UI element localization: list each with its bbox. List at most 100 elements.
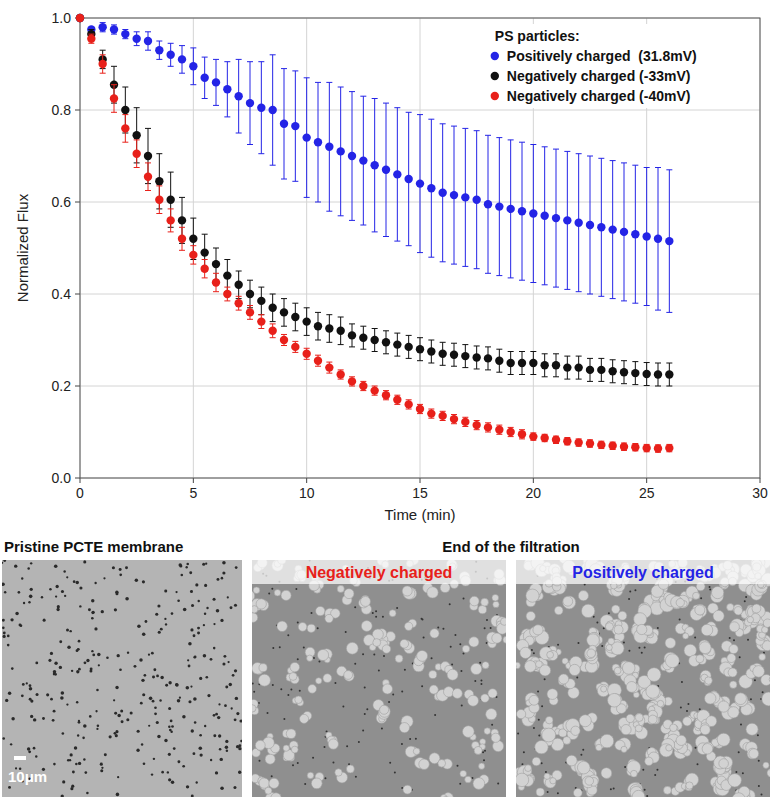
pore (100, 769, 103, 772)
point (404, 175, 412, 183)
pore (459, 643, 461, 645)
pore (268, 593, 270, 595)
pore (225, 745, 228, 748)
point (461, 193, 469, 201)
particle (269, 778, 279, 788)
pore (191, 604, 194, 607)
pore (168, 778, 171, 781)
pore (362, 730, 364, 732)
plot-frame (80, 18, 760, 478)
error-cap (224, 61, 230, 62)
error-cap (440, 420, 446, 421)
pore (11, 667, 14, 670)
point (155, 46, 163, 54)
error-cap (122, 87, 128, 88)
pore (49, 588, 52, 591)
pore (311, 612, 313, 614)
point (506, 428, 514, 436)
pore (355, 776, 357, 778)
pore (557, 644, 559, 646)
pore (161, 771, 164, 774)
point (382, 166, 390, 174)
error-cap (179, 250, 185, 251)
tick (306, 478, 307, 483)
point (608, 442, 616, 450)
point (495, 202, 503, 210)
pore (480, 683, 482, 685)
point (654, 370, 662, 378)
error-cap (632, 303, 638, 304)
pore (364, 687, 366, 689)
pore (186, 563, 189, 566)
error-cap (145, 128, 151, 129)
error-cap (168, 208, 174, 209)
tick (75, 386, 80, 387)
pore (78, 720, 80, 722)
particle (317, 649, 328, 660)
pore (183, 608, 187, 612)
pore (142, 632, 146, 636)
y-tick-label: 0.0 (52, 470, 72, 486)
point (200, 265, 208, 273)
pore (69, 630, 71, 632)
error-cap (315, 366, 321, 367)
pore (66, 703, 68, 705)
error-cap (304, 348, 310, 349)
pore (115, 734, 118, 737)
particle (735, 693, 748, 706)
pore (61, 691, 65, 695)
sem-panel (1, 559, 243, 798)
error-cap (394, 404, 400, 405)
pore (2, 619, 5, 622)
legend-label: Positively charged (31.8mV) (507, 48, 697, 64)
pore (234, 718, 237, 721)
pore (541, 762, 543, 764)
pore (36, 693, 39, 696)
point (665, 444, 673, 452)
point (382, 391, 390, 399)
pore (342, 706, 344, 708)
error-cap (394, 395, 400, 396)
error-cap (145, 50, 151, 51)
point (461, 352, 469, 360)
pore (62, 780, 65, 783)
particle (400, 639, 409, 648)
particle (346, 642, 358, 654)
pore (220, 787, 224, 791)
point (382, 338, 390, 346)
point (608, 225, 616, 233)
pore (76, 581, 79, 584)
pore (213, 623, 215, 625)
pore (297, 762, 299, 764)
pore (84, 661, 87, 664)
pore (757, 734, 759, 736)
error-cap (270, 337, 276, 338)
pore (164, 618, 166, 620)
error-cap (360, 381, 366, 382)
point (620, 443, 628, 451)
pore (421, 685, 423, 687)
point (132, 35, 140, 43)
error-cap (360, 326, 366, 327)
pore (11, 717, 14, 720)
pore (580, 754, 582, 756)
error-cap (202, 259, 208, 260)
error-cap (576, 356, 582, 357)
error-cap (406, 358, 412, 359)
error-cap (258, 314, 264, 315)
error-cap (564, 151, 570, 152)
point (461, 418, 469, 426)
pore (30, 715, 33, 718)
point (336, 370, 344, 378)
particle (460, 770, 467, 777)
pore (41, 596, 43, 598)
pore (120, 709, 123, 712)
pore (167, 771, 169, 773)
pore (700, 597, 702, 599)
sem-background (252, 560, 506, 797)
error-cap (440, 123, 446, 124)
pore (156, 675, 159, 678)
pore (125, 566, 128, 569)
error-cap (610, 298, 616, 299)
point (246, 308, 254, 316)
